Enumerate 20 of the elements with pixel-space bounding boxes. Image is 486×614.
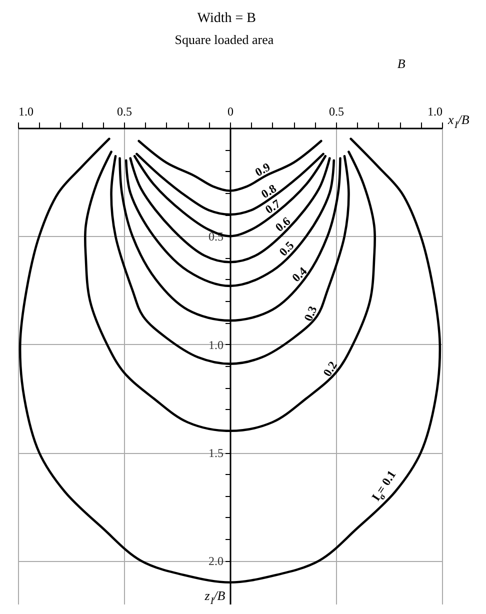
annotation: 0.6 bbox=[272, 214, 294, 234]
y-tick-label: 1.5 bbox=[208, 446, 224, 460]
annotation: 0.2 bbox=[320, 358, 340, 379]
y-tick-label: 2.0 bbox=[208, 554, 224, 568]
x-tick-label: 1.0 bbox=[18, 104, 34, 118]
x-tick-label: 0 bbox=[228, 104, 234, 118]
x-tick-label: 1.0 bbox=[428, 104, 442, 118]
annotation: Iσ = 0.1 bbox=[368, 468, 399, 504]
annotation: 0.9 bbox=[252, 160, 273, 180]
annotation: 0.3 bbox=[301, 304, 320, 324]
x-tick-label: 0.5 bbox=[117, 104, 132, 118]
text: B bbox=[397, 56, 406, 71]
text: Width = B bbox=[197, 11, 256, 26]
y-tick-label: 1.0 bbox=[208, 338, 224, 352]
annotation: 0.5 bbox=[276, 238, 297, 259]
annotation: 0.4 bbox=[289, 264, 310, 285]
annotation: 0.7 bbox=[262, 196, 283, 217]
x-tick-label: 0.5 bbox=[329, 104, 344, 118]
y-tick-label: 0.5 bbox=[208, 230, 224, 244]
text: Square loaded area bbox=[174, 32, 274, 47]
